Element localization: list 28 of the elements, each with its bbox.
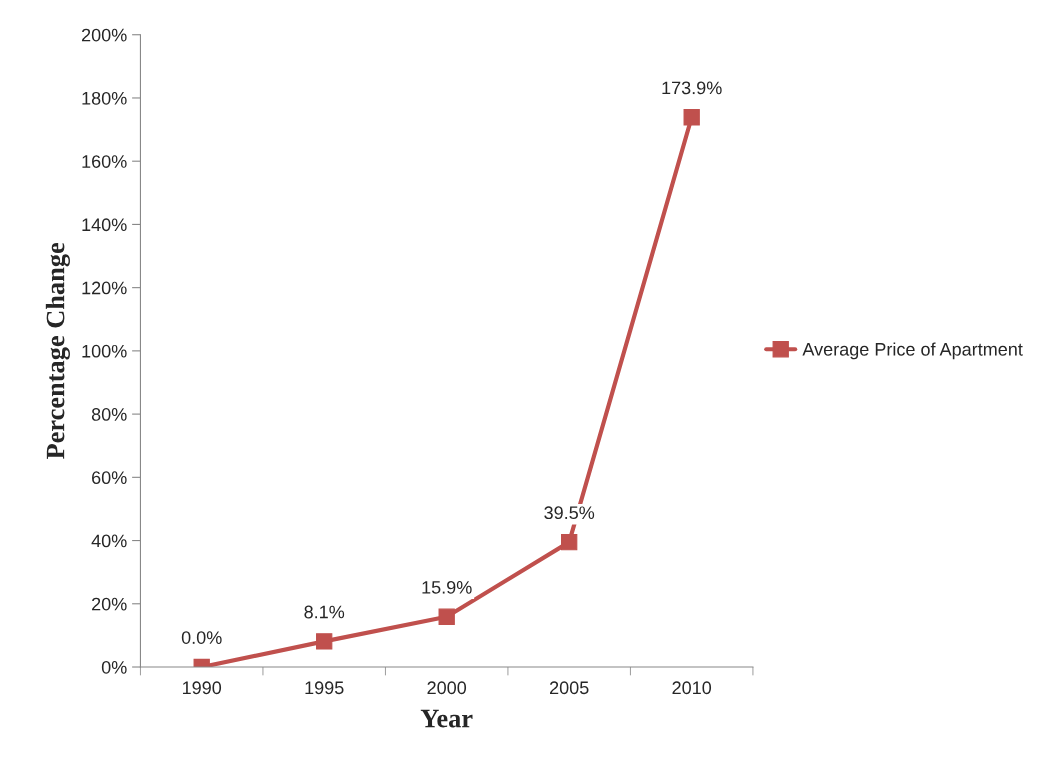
x-tick-label: 2010 xyxy=(672,681,712,695)
point xyxy=(438,608,455,625)
y-tick-label: 200% xyxy=(81,28,127,42)
data-label: 15.9% xyxy=(422,580,472,594)
x-tick-label: 2005 xyxy=(550,681,589,695)
data-label: 39.5% xyxy=(544,506,595,520)
point xyxy=(561,533,578,551)
data-label: 0.0% xyxy=(181,631,222,644)
y-tick-label: 0% xyxy=(101,660,127,674)
y-axis-title: Percentage Change xyxy=(45,242,70,460)
x-tick-label: 2000 xyxy=(427,681,467,695)
y-tick-label: 100% xyxy=(82,344,127,358)
y-tick-label: 60% xyxy=(92,471,127,485)
y-tick-label: 160% xyxy=(82,155,127,168)
x-tick-label: 1990 xyxy=(182,681,222,695)
legend-label: Average Price of Apartment xyxy=(802,342,1023,360)
point xyxy=(316,633,333,650)
y-tick-label: 120% xyxy=(82,281,127,295)
y-tick-label: 20% xyxy=(92,597,127,611)
y-tick-label: 80% xyxy=(91,408,127,421)
x-tick-label: 1995 xyxy=(305,681,344,695)
x-axis-title: Year xyxy=(420,709,473,728)
point xyxy=(683,109,700,126)
data-label: 173.9% xyxy=(662,81,722,95)
y-tick-label: 140% xyxy=(82,218,127,232)
data-label: 8.1% xyxy=(304,605,345,619)
y-tick-label: 40% xyxy=(91,534,127,548)
y-tick-label: 180% xyxy=(82,91,127,105)
